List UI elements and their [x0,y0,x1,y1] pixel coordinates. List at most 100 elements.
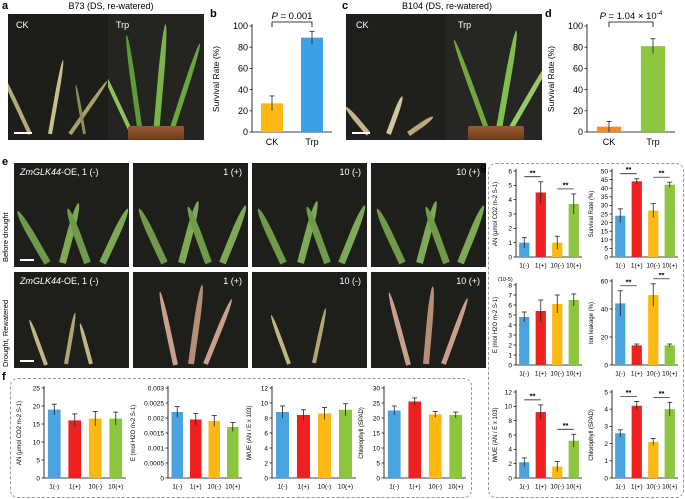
bar-f2-2 [208,421,220,478]
y-tick-label: 60 [573,64,583,74]
y-tick-label: 5 [604,389,608,396]
y-tick-label: 2 [604,441,608,448]
x-tick-label: 1(-) [172,484,182,491]
x-tick-label: 1(-) [615,371,625,378]
y-tick-label: 0 [604,254,608,261]
x-tick-label: 10(+) [338,484,353,491]
y-axis-label: AN (μmol CO2 m-2 S-1) [493,182,499,246]
col-label-10minus: 10 (-) [339,167,361,177]
y-axis-label: Chlorophyll (SPAD) [359,407,365,459]
bar-g1-0 [519,242,530,257]
bar-g4-2 [648,295,659,365]
significance-stars: ** [563,180,569,189]
gene-name: ZmGLK44-OE, 1 (-) [20,167,99,177]
col-label-10plus: 10 (+) [456,167,480,177]
chart-f1: 0 5 10 15 20 25 AN (μmol CO2 m-2 S-1) 1(-) 1(+) 1… [17,385,126,491]
bar-f1-3 [109,418,123,478]
panel-label-f: f [2,371,6,383]
significance-stars: ** [626,388,632,397]
photo-e-after-1plus: 1 (+) [133,272,248,368]
x-tick-label: 1(+) [298,484,310,491]
y-tick-label: 0 [508,362,512,369]
y-tick-label: 0 [604,362,608,369]
bar-g5-2 [552,466,563,478]
x-tick-label: 1(+) [535,371,547,378]
bar-f2-3 [227,427,239,478]
x-tick-label: 1(-) [49,484,59,491]
x-tick-label: 10(-) [646,484,660,491]
y-tick-label: 8 [508,282,512,289]
y-tick-label: 4 [604,406,608,413]
y-axis-label: Survival Rate (%) [589,191,595,238]
y-tick-label: 0.001 [148,445,165,452]
x-tick-label: Trp [305,137,318,147]
chart-g5: 0 2 4 6 8 10 12 IWUE (AN / E x 103) 1(-) 1(+) 10(-… [493,389,582,491]
x-tick-label: 10(-) [428,484,442,491]
chart-f4: 0 5 10 15 20 25 30 Chlorophyll (SPAD) 1(-) 1(+) 10… [359,385,466,491]
bar-g2-0 [615,215,626,257]
y-tick-label: 6 [264,430,268,437]
y-tick-label: 0 [160,475,164,482]
y-axis-label: Survival Rate (%) [547,46,556,112]
y-tick-label: 10 [601,237,609,244]
y-tick-label: 4 [264,445,268,452]
chart-g6: 0 1 2 3 4 5 Chlorophyll (SPAD) 1(-) 1(+) 10(-) 10(… [589,388,678,491]
bar-f3-2 [317,413,332,478]
y-axis-label: E (mol H2O m-2 S-1) [131,405,137,461]
x-tick-label: CK [266,137,279,147]
panel-label-d: d [545,8,552,20]
x-tick-label: 1(-) [389,484,399,491]
y-tick-label: 0.0025 [144,400,164,407]
x-tick-label: 1(+) [190,484,202,491]
y-tick-label: 0.002 [148,415,165,422]
x-tick-label: 10(-) [550,263,564,270]
x-tick-label: 10(+) [108,484,123,491]
x-tick-label: 1(-) [519,484,529,491]
x-tick-label: 10(-) [646,263,660,270]
y-tick-label: 25 [601,211,609,218]
x-tick-label: 10(-) [550,371,564,378]
panel-label-b: b [210,8,217,20]
gene-name-2: ZmGLK44-OE, 1 (-) [20,276,99,286]
y-axis-label: IWUE (AN / E x 103) [493,407,499,462]
y-tick-label: 20 [373,415,381,422]
col-label-10minus-2: 10 (-) [339,276,361,286]
y-tick-label: 20 [33,403,41,410]
col-label-1plus: 1 (+) [223,167,242,177]
col-label-1plus-2: 1 (+) [223,276,242,286]
chart-d: 0 20 40 60 80 100 Survival Rate (%) CK Trp P = 1.… [547,10,675,147]
bar-g3-1 [535,311,546,365]
x-tick-label: 10(-) [88,484,102,491]
x-tick-label: 1(+) [535,484,547,491]
bar-f1-0 [47,409,61,478]
photo-e-before-10plus: 10 (+) [371,163,486,267]
y-tick-label: 0 [264,475,268,482]
y-tick-label: 3 [508,211,512,218]
y-tick-label: 40 [601,185,609,192]
y-tick-label: 3 [604,424,608,431]
y-tick-label: 5 [604,246,608,253]
y-axis-label: IWUE (AN / E x 103) [247,405,253,460]
chart-g3: 0 1 2 3 4 5 6 7 8 E (mol H2O m-2 S-1) (10-5) 1(-) 1(… [493,277,582,378]
bar-g2-2 [648,210,659,257]
bar-f3-0 [275,412,290,478]
bar-g3-2 [552,304,563,365]
photo-label-ck: CK [16,20,29,30]
bar-g5-3 [568,440,579,478]
y-tick-label: 15 [373,430,381,437]
x-tick-label: 10(+) [662,263,677,270]
y-tick-label: 5 [508,183,512,190]
y-tick-label: 50 [601,168,609,175]
y-tick-label: 2 [508,342,512,349]
bar-g6-2 [648,441,659,478]
bar-f2-1 [190,419,202,478]
chart-f3: 0 2 4 6 8 10 12 IWUE (AN / E x 103) 1(-) 1(+) 10(-… [247,385,356,491]
y-tick-label: 2 [264,460,268,467]
bar-f4-1 [408,401,422,478]
y-tick-label: 7 [508,292,512,299]
y-axis-label: E (mol H2O m-2 S-1) [493,297,499,353]
photo-label-trp-2: Trp [458,20,472,30]
bar-g4-3 [664,345,675,365]
chart-g4: 0 20 40 60 Ion leakage (%) 1(-) 1(+) 10(-) 10(+)… [589,273,678,378]
